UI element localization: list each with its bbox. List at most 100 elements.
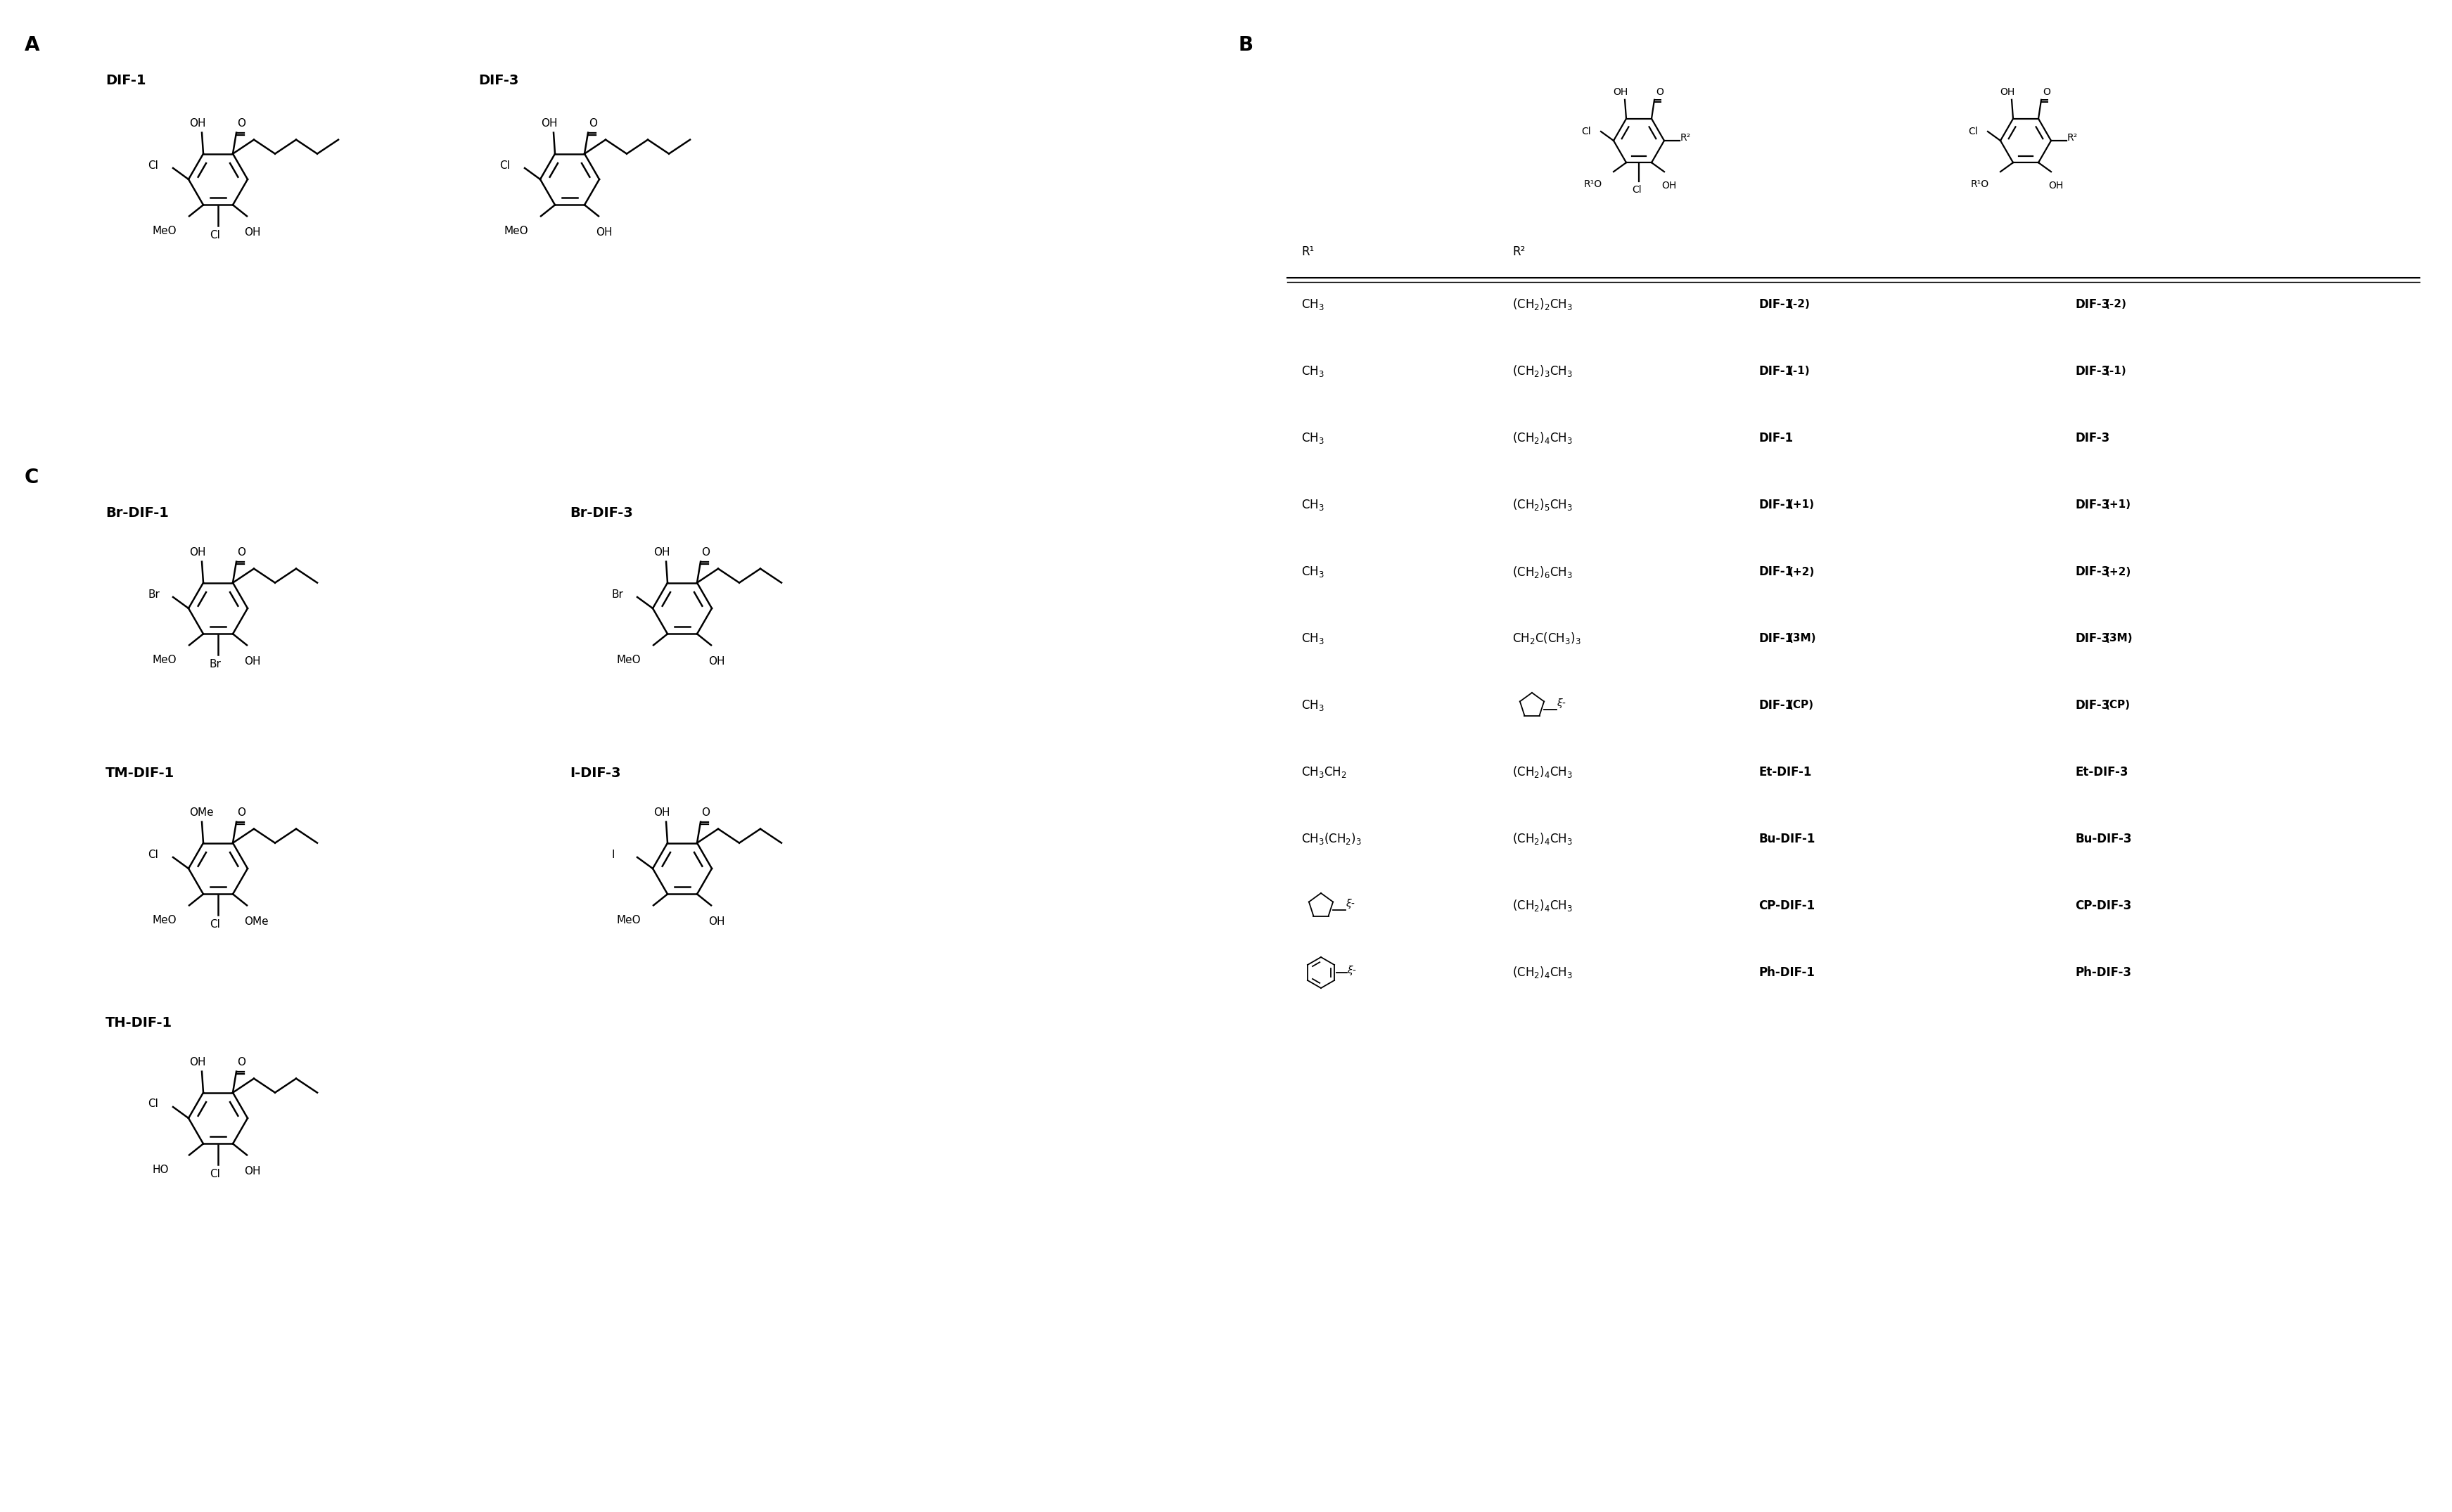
Text: (+1): (+1) xyxy=(2104,499,2131,510)
Text: O: O xyxy=(701,807,709,818)
Text: (3M): (3M) xyxy=(2104,634,2133,644)
Text: DIF-1: DIF-1 xyxy=(105,74,147,88)
Text: (CH$_2$)$_4$CH$_3$: (CH$_2$)$_4$CH$_3$ xyxy=(1513,965,1572,980)
Text: OMe: OMe xyxy=(245,916,267,927)
Text: (CH$_2$)$_4$CH$_3$: (CH$_2$)$_4$CH$_3$ xyxy=(1513,765,1572,780)
Text: DIF-1: DIF-1 xyxy=(1758,298,1792,311)
Text: CH$_3$: CH$_3$ xyxy=(1302,298,1324,311)
Text: Br: Br xyxy=(611,590,623,600)
Text: Cl: Cl xyxy=(1631,184,1640,195)
Text: CH$_3$: CH$_3$ xyxy=(1302,632,1324,646)
Text: (-1): (-1) xyxy=(1788,366,1810,376)
Text: CH$_3$: CH$_3$ xyxy=(1302,699,1324,712)
Text: Et-DIF-1: Et-DIF-1 xyxy=(1758,767,1812,779)
Text: O: O xyxy=(238,547,245,558)
Text: CH$_3$CH$_2$: CH$_3$CH$_2$ xyxy=(1302,765,1346,779)
Text: Br: Br xyxy=(208,659,221,670)
Text: DIF-1: DIF-1 xyxy=(1758,364,1792,378)
Text: CP-DIF-1: CP-DIF-1 xyxy=(1758,900,1814,912)
Text: DIF-3: DIF-3 xyxy=(478,74,517,88)
Text: $\xi$-: $\xi$- xyxy=(1346,897,1356,910)
Text: OH: OH xyxy=(652,547,669,558)
Text: (CH$_2$)$_4$CH$_3$: (CH$_2$)$_4$CH$_3$ xyxy=(1513,898,1572,913)
Text: (CH$_2$)$_6$CH$_3$: (CH$_2$)$_6$CH$_3$ xyxy=(1513,564,1572,579)
Text: $\xi$-: $\xi$- xyxy=(1346,965,1356,977)
Text: Ph-DIF-3: Ph-DIF-3 xyxy=(2074,966,2131,978)
Text: TM-DIF-1: TM-DIF-1 xyxy=(105,767,174,780)
Text: MeO: MeO xyxy=(505,225,530,236)
Text: CH$_3$: CH$_3$ xyxy=(1302,364,1324,378)
Text: (-1): (-1) xyxy=(2104,366,2126,376)
Text: MeO: MeO xyxy=(152,655,177,665)
Text: DIF-3: DIF-3 xyxy=(2074,699,2109,712)
Text: (-2): (-2) xyxy=(2104,299,2126,310)
Text: DIF-3: DIF-3 xyxy=(2074,499,2109,511)
Text: DIF-3: DIF-3 xyxy=(2074,432,2109,445)
Text: DIF-1: DIF-1 xyxy=(1758,432,1792,445)
Text: I: I xyxy=(611,850,615,860)
Text: Ph-DIF-1: Ph-DIF-1 xyxy=(1758,966,1814,978)
Text: (CH$_2$)$_5$CH$_3$: (CH$_2$)$_5$CH$_3$ xyxy=(1513,497,1572,513)
Text: O: O xyxy=(238,118,245,129)
Text: Cl: Cl xyxy=(500,160,510,171)
Text: R²: R² xyxy=(2067,133,2077,142)
Text: CH$_3$: CH$_3$ xyxy=(1302,431,1324,445)
Text: OH: OH xyxy=(2047,181,2062,191)
Text: Et-DIF-3: Et-DIF-3 xyxy=(2074,767,2128,779)
Text: OH: OH xyxy=(189,547,206,558)
Text: (3M): (3M) xyxy=(1788,634,1814,644)
Text: B: B xyxy=(1238,35,1253,54)
Text: C: C xyxy=(25,467,39,487)
Text: OH: OH xyxy=(245,1166,260,1176)
Text: DIF-3: DIF-3 xyxy=(2074,632,2109,646)
Text: DIF-1: DIF-1 xyxy=(1758,565,1792,578)
Text: MeO: MeO xyxy=(152,225,177,236)
Text: OH: OH xyxy=(245,656,260,667)
Text: OH: OH xyxy=(1998,88,2013,97)
Text: MeO: MeO xyxy=(152,915,177,925)
Text: OH: OH xyxy=(1613,88,1628,97)
Text: O: O xyxy=(1655,88,1662,97)
Text: Br-DIF-3: Br-DIF-3 xyxy=(569,507,633,520)
Text: (CP): (CP) xyxy=(2104,700,2131,711)
Text: Br: Br xyxy=(147,590,159,600)
Text: CH$_3$: CH$_3$ xyxy=(1302,497,1324,513)
Text: OH: OH xyxy=(652,807,669,818)
Text: O: O xyxy=(238,807,245,818)
Text: Cl: Cl xyxy=(1967,127,1976,136)
Text: Cl: Cl xyxy=(147,160,157,171)
Text: A: A xyxy=(25,35,39,54)
Text: OMe: OMe xyxy=(189,807,213,818)
Text: Bu-DIF-3: Bu-DIF-3 xyxy=(2074,833,2131,845)
Text: OH: OH xyxy=(1660,181,1675,191)
Text: O: O xyxy=(2043,88,2050,97)
Text: Bu-DIF-1: Bu-DIF-1 xyxy=(1758,833,1814,845)
Text: OH: OH xyxy=(596,227,613,237)
Text: DIF-3: DIF-3 xyxy=(2074,565,2109,578)
Text: DIF-3: DIF-3 xyxy=(2074,298,2109,311)
Text: MeO: MeO xyxy=(618,655,640,665)
Text: OH: OH xyxy=(189,118,206,129)
Text: DIF-1: DIF-1 xyxy=(1758,699,1792,712)
Text: Cl: Cl xyxy=(147,850,157,860)
Text: OH: OH xyxy=(542,118,557,129)
Text: (CH$_2$)$_4$CH$_3$: (CH$_2$)$_4$CH$_3$ xyxy=(1513,431,1572,446)
Text: DIF-3: DIF-3 xyxy=(2074,364,2109,378)
Text: OH: OH xyxy=(709,656,726,667)
Text: OH: OH xyxy=(189,1057,206,1067)
Text: R²: R² xyxy=(1513,245,1525,259)
Text: OH: OH xyxy=(245,227,260,237)
Text: Cl: Cl xyxy=(208,1169,221,1179)
Text: DIF-1: DIF-1 xyxy=(1758,499,1792,511)
Text: Cl: Cl xyxy=(208,919,221,930)
Text: R¹O: R¹O xyxy=(1971,180,1989,189)
Text: DIF-1: DIF-1 xyxy=(1758,632,1792,646)
Text: R²: R² xyxy=(1680,133,1689,142)
Text: (-2): (-2) xyxy=(1788,299,1810,310)
Text: O: O xyxy=(701,547,709,558)
Text: Br-DIF-1: Br-DIF-1 xyxy=(105,507,169,520)
Text: CH$_3$: CH$_3$ xyxy=(1302,564,1324,579)
Text: (+2): (+2) xyxy=(1788,567,1814,578)
Text: Cl: Cl xyxy=(208,230,221,240)
Text: (CP): (CP) xyxy=(1788,700,1812,711)
